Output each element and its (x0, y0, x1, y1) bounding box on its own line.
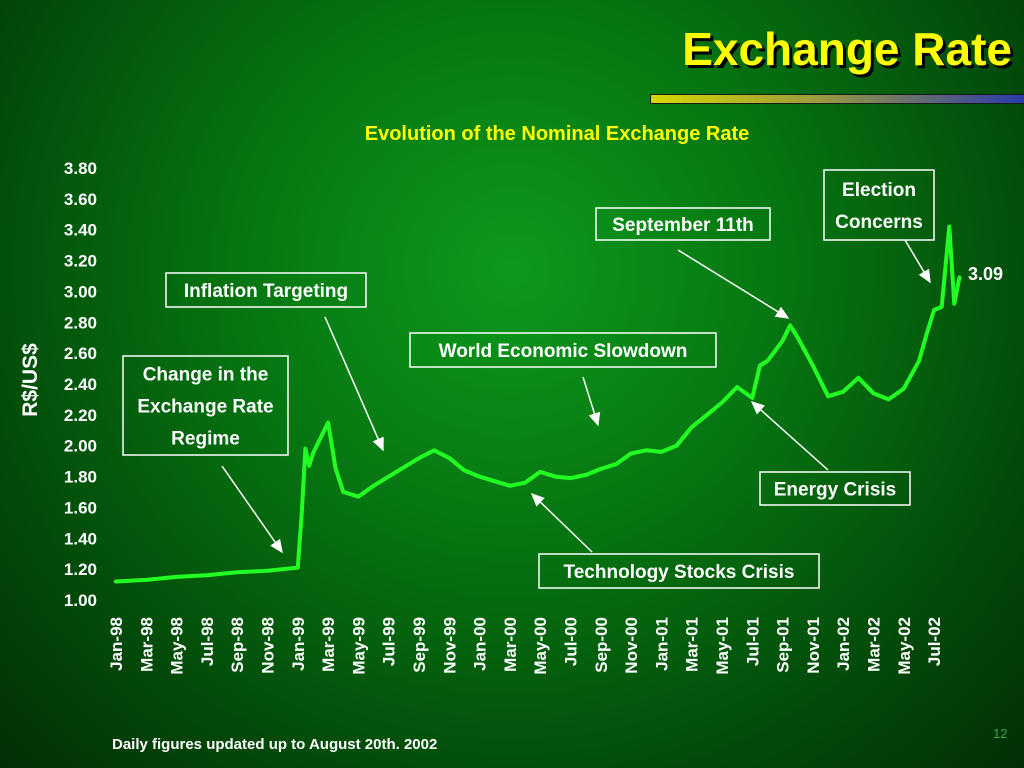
y-tick-label: 3.00 (64, 282, 97, 301)
annotation-arrow (530, 492, 593, 553)
x-tick-label: Jul-01 (743, 617, 762, 666)
annotation-box: Inflation Targeting (165, 272, 367, 308)
x-tick-label: Nov-00 (622, 617, 641, 674)
x-tick-label: Sep-98 (228, 617, 247, 673)
x-tick-label: Jan-99 (289, 617, 308, 671)
annotation-text: Exchange Rate (137, 397, 273, 418)
y-axis-label: R$/US$ (19, 343, 42, 417)
y-tick-label: 3.80 (64, 159, 97, 178)
x-tick-label: Nov-99 (440, 617, 459, 674)
slide-title: Exchange Rate (682, 23, 1012, 75)
annotation-box: Change in the Exchange Rate Regime (122, 355, 289, 456)
exchange-rate-series-line (114, 224, 962, 584)
y-tick-label: 1.00 (64, 591, 97, 610)
x-tick-label: Mar-00 (501, 617, 520, 672)
x-tick-label: Jan-02 (834, 617, 853, 671)
x-tick-label: Jul-98 (198, 617, 217, 666)
x-tick-label: Jan-00 (471, 617, 490, 671)
annotation-arrow (904, 239, 931, 284)
annotation-text: World Economic Slowdown (439, 341, 688, 362)
annotation-text: Inflation Targeting (184, 281, 348, 302)
annotation-text: Technology Stocks Crisis (564, 562, 795, 583)
x-tick-label: May-01 (713, 617, 732, 675)
annotation-text: September 11th (612, 215, 754, 236)
x-tick-label: Jan-98 (107, 617, 126, 671)
x-tick-label: Jul-00 (562, 617, 581, 666)
x-tick-label: May-98 (168, 617, 187, 675)
annotation-text: Concerns (835, 212, 923, 233)
annotation-text: Energy Crisis (774, 480, 897, 501)
x-tick-label: Mar-99 (319, 617, 338, 672)
title-underline-bar (650, 94, 1024, 104)
annotation-arrow (750, 400, 829, 471)
x-tick-label: Mar-02 (865, 617, 884, 672)
y-tick-label: 2.60 (64, 344, 97, 363)
y-tick-label: 2.40 (64, 375, 97, 394)
x-tick-label: Jul-99 (380, 617, 399, 666)
x-tick-label: Nov-98 (259, 617, 278, 674)
x-tick-label: Sep-01 (774, 617, 793, 673)
event-annotations: Change in the Exchange Rate Regime Inflatio… (122, 169, 935, 589)
annotation-box: September 11th (595, 207, 771, 241)
annotation-text: Change in the (143, 365, 269, 386)
y-tick-label: 1.20 (64, 560, 97, 579)
y-tick-label: 2.00 (64, 437, 97, 456)
annotation-arrow (324, 316, 384, 452)
annotation-text: Election (842, 180, 916, 201)
x-tick-label: Nov-01 (804, 617, 823, 674)
x-tick-label: Jul-02 (925, 617, 944, 666)
annotation-arrow (677, 249, 790, 319)
chart-title: Evolution of the Nominal Exchange Rate (365, 123, 750, 145)
annotation-box: World Economic Slowdown (409, 332, 717, 368)
x-tick-label: Mar-98 (137, 617, 156, 672)
y-tick-label: 3.20 (64, 252, 97, 271)
annotation-arrow (221, 465, 283, 554)
y-tick-label: 1.80 (64, 468, 97, 487)
end-value-label: 3.09 (968, 264, 1003, 284)
y-tick-label: 2.20 (64, 406, 97, 425)
x-tick-label: May-00 (531, 617, 550, 675)
x-tick-label: Jan-01 (652, 617, 671, 671)
annotation-box: Technology Stocks Crisis (538, 553, 820, 589)
page-number: 12 (993, 726, 1008, 741)
annotation-arrows (221, 239, 931, 554)
x-tick-label: May-02 (895, 617, 914, 675)
x-tick-labels: Jan-98 Mar-98 May-98 Jul-98 Sep-98 Nov-98 Jan-… (107, 617, 944, 675)
y-tick-label: 3.40 (64, 221, 97, 240)
annotation-box: Energy Crisis (759, 471, 911, 506)
y-tick-label: 1.40 (64, 529, 97, 548)
y-tick-label: 3.60 (64, 190, 97, 209)
y-tick-label: 2.80 (64, 313, 97, 332)
x-tick-label: May-99 (349, 617, 368, 675)
annotation-text: Regime (171, 429, 240, 450)
annotation-arrow (582, 376, 601, 427)
y-tick-labels: 3.80 3.60 3.40 3.20 3.00 2.80 2.60 2.40 2.20 2.00… (64, 159, 97, 610)
x-tick-label: Mar-01 (683, 617, 702, 672)
footnote: Daily figures updated up to August 20th.… (112, 736, 438, 753)
x-tick-label: Sep-99 (410, 617, 429, 673)
annotation-box: Election Concerns (823, 169, 935, 241)
y-tick-label: 1.60 (64, 498, 97, 517)
x-tick-label: Sep-00 (592, 617, 611, 673)
